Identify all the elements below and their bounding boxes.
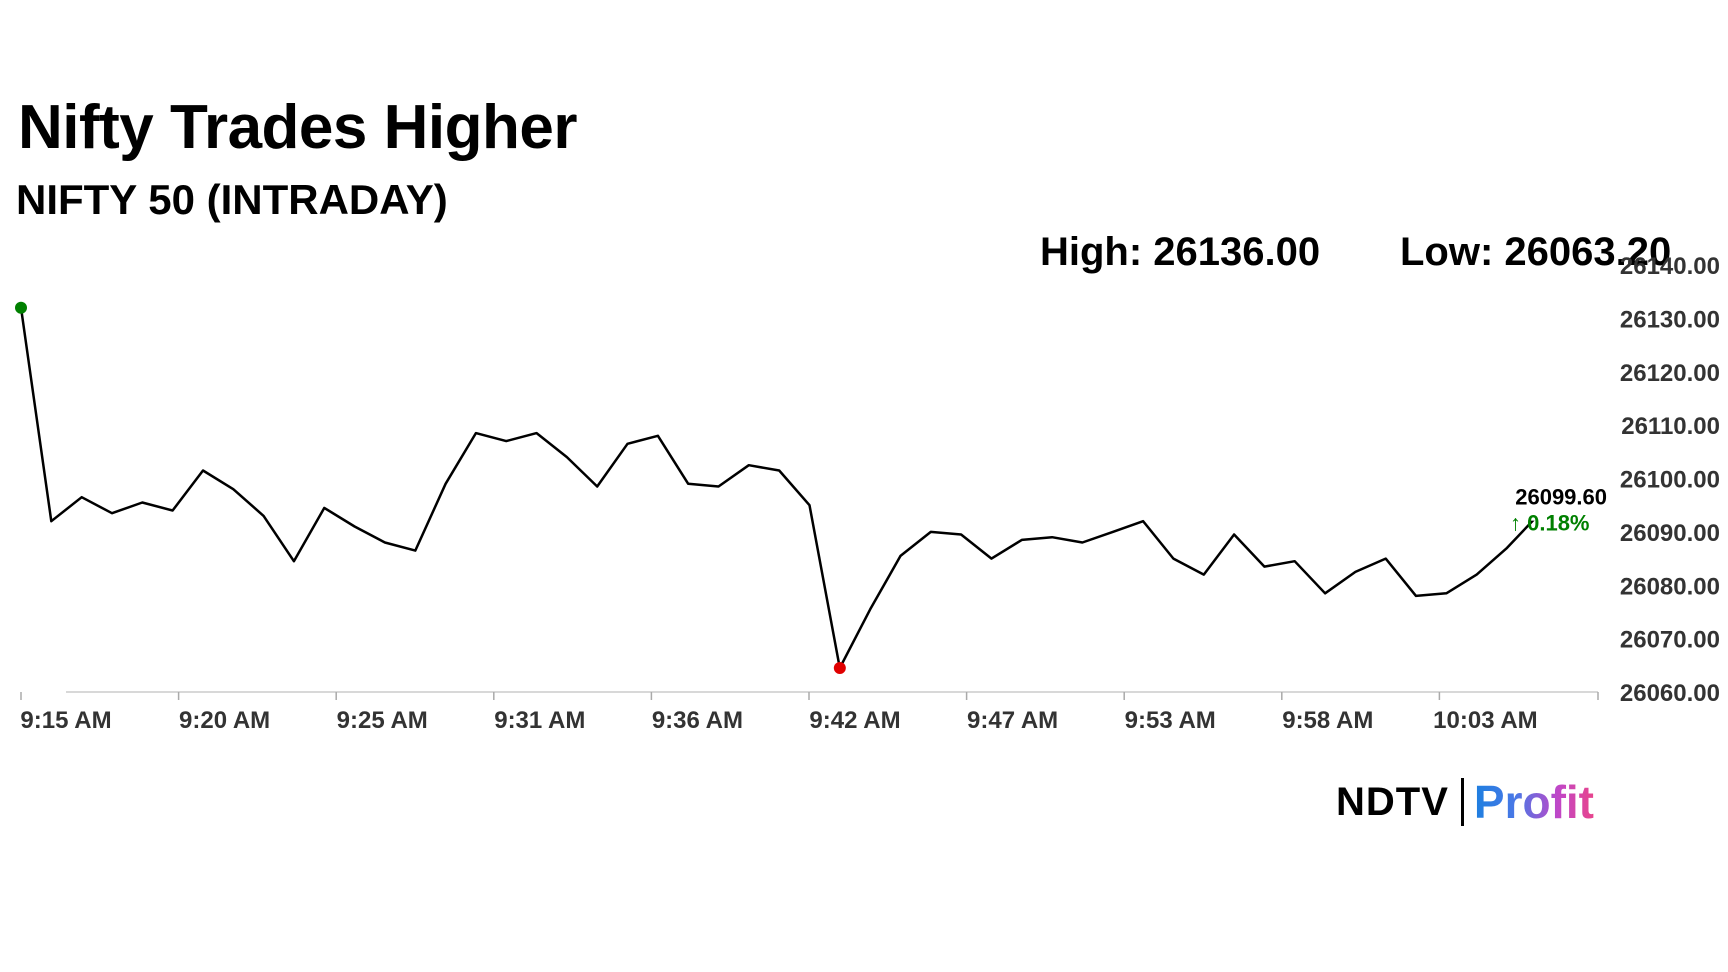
y-tick-label: 26060.00: [1620, 680, 1720, 707]
logo-ndtv-text: NDTV: [1336, 779, 1449, 824]
x-tick-label: 10:03 AM: [1433, 707, 1537, 734]
high-value: High: 26136.00: [1040, 230, 1321, 274]
x-tick-label: 9:36 AM: [652, 707, 743, 734]
logo-profit-text: Profit: [1473, 776, 1594, 828]
low-point-marker: [833, 661, 846, 674]
y-tick-label: 26120.00: [1620, 360, 1720, 387]
y-tick-label: 26090.00: [1620, 520, 1720, 547]
chart-title: Nifty Trades Higher: [18, 93, 577, 162]
last-price-label-bg: [1514, 470, 1604, 521]
y-tick-label: 26130.00: [1620, 306, 1720, 333]
y-tick-label: 26140.00: [1620, 253, 1720, 280]
price-line: [19, 307, 1599, 670]
change-percent-label: ↑ 0.18%: [1510, 511, 1590, 536]
y-tick-label: 26080.00: [1620, 573, 1720, 600]
x-tick-label: 9:42 AM: [809, 707, 900, 734]
last-price-label: 26099.60: [1515, 485, 1607, 510]
open-point-marker: [15, 301, 27, 314]
y-tick-label: 26100.00: [1620, 467, 1720, 494]
y-tick-label: 26070.00: [1620, 627, 1720, 654]
x-tick-label: 9:31 AM: [494, 707, 585, 734]
x-tick-label: 9:58 AM: [1282, 707, 1373, 734]
x-tick-label: 9:47 AM: [967, 707, 1058, 734]
x-tick-label: 9:25 AM: [337, 707, 428, 734]
x-tick-label: 9:20 AM: [179, 707, 270, 734]
y-tick-label: 26110.00: [1621, 413, 1720, 440]
x-tick-label: 9:53 AM: [1125, 707, 1216, 734]
low-value: Low: 26063.20: [1400, 230, 1672, 274]
chart-subtitle: NIFTY 50 (INTRADAY): [16, 176, 448, 223]
ndtv-profit-logo: NDTV Profit: [1336, 774, 1594, 830]
logo-divider: [1460, 778, 1464, 826]
x-tick-label: 9:15 AM: [20, 707, 111, 734]
